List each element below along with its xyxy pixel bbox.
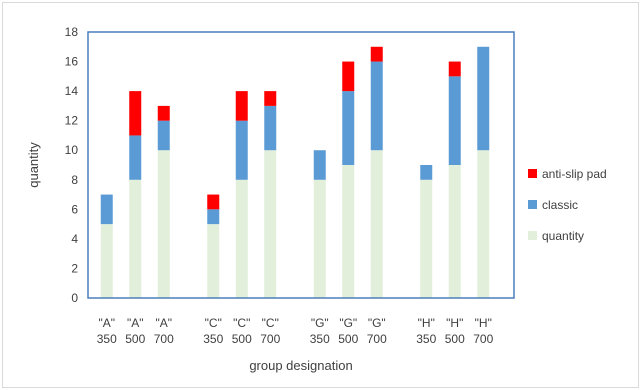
bar-anti-slip-pad bbox=[370, 46, 383, 62]
y-tick-label: 0 bbox=[71, 291, 78, 305]
bar-classic bbox=[477, 46, 490, 151]
legend-swatch-anti-slip-pad bbox=[528, 169, 537, 178]
bar-classic bbox=[420, 165, 433, 180]
bar-classic bbox=[342, 91, 355, 165]
bar-anti-slip-pad bbox=[264, 91, 277, 106]
y-tick-label: 10 bbox=[65, 143, 79, 157]
bar-classic bbox=[313, 150, 326, 180]
bar-quantity bbox=[264, 150, 277, 298]
plot-area bbox=[87, 31, 515, 299]
legend-swatch-classic bbox=[528, 200, 537, 209]
bar-anti-slip-pad bbox=[448, 61, 461, 77]
x-tick-label-line1: "A" bbox=[155, 316, 172, 330]
bar-quantity bbox=[477, 150, 490, 298]
bar-anti-slip-pad bbox=[235, 91, 248, 121]
bar-classic bbox=[100, 194, 113, 225]
legend: anti-slip pad classic quantity bbox=[528, 167, 607, 243]
bar-quantity bbox=[235, 179, 248, 298]
x-tick-label-line1: "H" bbox=[475, 316, 492, 330]
bar-classic bbox=[129, 135, 142, 180]
x-tick-label-line1: "A" bbox=[127, 316, 144, 330]
y-tick-label: 16 bbox=[65, 55, 79, 69]
x-tick-label-line1: "G" bbox=[368, 316, 386, 330]
x-tick-label-line2: 700 bbox=[367, 332, 387, 346]
x-tick-label-line2: 500 bbox=[338, 332, 358, 346]
x-tick-label-line2: 350 bbox=[416, 332, 436, 346]
x-tick-label-line2: 500 bbox=[232, 332, 252, 346]
legend-label: quantity bbox=[542, 229, 584, 243]
x-tick-label-line2: 700 bbox=[154, 332, 174, 346]
y-tick-label: 8 bbox=[71, 173, 78, 187]
bar-classic bbox=[207, 209, 220, 225]
bar-classic bbox=[448, 76, 461, 165]
y-tick-label: 12 bbox=[65, 114, 79, 128]
bar-quantity bbox=[370, 150, 383, 298]
bar-classic bbox=[235, 120, 248, 180]
bar-quantity bbox=[313, 179, 326, 298]
y-tick-label: 14 bbox=[65, 84, 79, 98]
x-tick-label-line1: "C" bbox=[205, 316, 222, 330]
bar-quantity bbox=[157, 150, 170, 298]
bar-anti-slip-pad bbox=[207, 194, 220, 210]
x-tick-label-line2: 700 bbox=[473, 332, 493, 346]
bar-quantity bbox=[100, 224, 113, 298]
y-tick-label: 2 bbox=[71, 261, 78, 275]
x-tick-label-line1: "G" bbox=[339, 316, 357, 330]
bar-quantity bbox=[420, 179, 433, 298]
y-tick-label: 18 bbox=[65, 25, 79, 39]
bar-quantity bbox=[342, 165, 355, 298]
x-tick-label-line1: "H" bbox=[446, 316, 463, 330]
x-tick-label-line1: "C" bbox=[233, 316, 250, 330]
bar-quantity bbox=[207, 224, 220, 298]
x-tick-label-line1: "H" bbox=[418, 316, 435, 330]
x-axis-title: group designation bbox=[249, 358, 352, 373]
legend-label: anti-slip pad bbox=[542, 167, 607, 181]
y-axis-ticks: 0 2 4 6 8 10 12 14 16 18 bbox=[65, 25, 79, 305]
y-axis-title: quantity bbox=[26, 142, 41, 188]
x-axis-ticks: "A" 350 "A" 500 "A" 700 "C" 350 "C" 500 "C" 700 "G" 3… bbox=[97, 316, 494, 346]
bar-anti-slip-pad bbox=[129, 91, 142, 136]
x-tick-label-line1: "A" bbox=[98, 316, 115, 330]
bar-classic bbox=[370, 61, 383, 151]
x-tick-label-line1: "C" bbox=[262, 316, 279, 330]
bars-layer bbox=[100, 46, 490, 298]
y-tick-label: 4 bbox=[71, 232, 78, 246]
bar-quantity bbox=[448, 165, 461, 298]
legend-label: classic bbox=[542, 198, 578, 212]
x-tick-label-line2: 500 bbox=[125, 332, 145, 346]
bar-quantity bbox=[129, 179, 142, 298]
x-tick-label-line2: 350 bbox=[203, 332, 223, 346]
bar-classic bbox=[264, 105, 277, 151]
legend-swatch-quantity bbox=[528, 231, 537, 240]
x-tick-label-line1: "G" bbox=[311, 316, 329, 330]
bar-anti-slip-pad bbox=[157, 105, 170, 121]
x-tick-label-line2: 350 bbox=[310, 332, 330, 346]
x-tick-label-line2: 700 bbox=[260, 332, 280, 346]
bar-anti-slip-pad bbox=[342, 61, 355, 92]
y-tick-label: 6 bbox=[71, 202, 78, 216]
x-tick-label-line2: 350 bbox=[97, 332, 117, 346]
x-tick-label-line2: 500 bbox=[445, 332, 465, 346]
bar-classic bbox=[157, 120, 170, 151]
